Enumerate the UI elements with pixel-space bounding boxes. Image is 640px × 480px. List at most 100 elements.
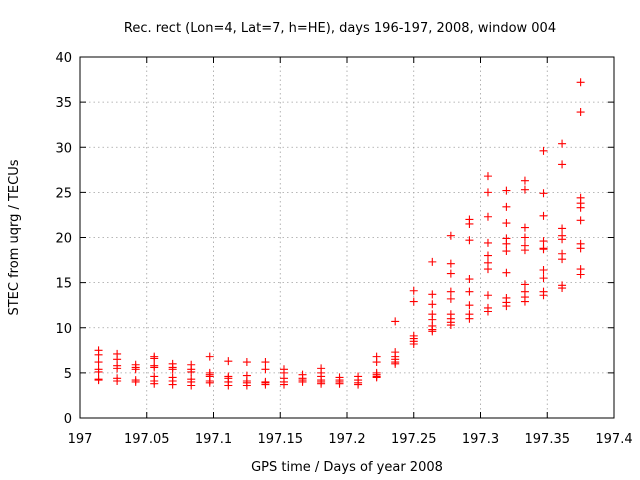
data-point	[94, 367, 103, 376]
y-tick-label: 30	[55, 141, 72, 156]
data-point	[242, 358, 251, 367]
data-point	[409, 286, 418, 295]
y-axis-label: STEC from uqrg / TECUs	[7, 159, 22, 315]
x-tick-label: 197.1	[195, 432, 232, 447]
data-point	[576, 203, 585, 212]
data-point	[539, 291, 548, 300]
data-point	[520, 297, 529, 306]
data-point	[242, 381, 251, 390]
data-point	[483, 265, 492, 274]
data-point	[465, 219, 474, 228]
x-tick-label: 197.4	[595, 432, 632, 447]
data-point	[446, 269, 455, 278]
data-point	[224, 381, 233, 390]
x-tick-label: 197.25	[391, 432, 437, 447]
data-point	[483, 212, 492, 221]
data-point	[391, 317, 400, 326]
data-point	[465, 301, 474, 310]
data-point	[446, 294, 455, 303]
data-point	[354, 380, 363, 389]
x-tick-label: 197.15	[258, 432, 304, 447]
data-point	[335, 379, 344, 388]
data-point	[131, 377, 140, 386]
data-point	[520, 223, 529, 232]
data-point	[483, 238, 492, 247]
data-point	[539, 189, 548, 198]
y-axis: 0 5 10 15 20 25 30 35 40	[55, 51, 614, 427]
data-point	[187, 367, 196, 376]
data-point	[187, 381, 196, 390]
x-tick-label: 197.2	[328, 432, 365, 447]
data-point	[520, 246, 529, 255]
data-point	[446, 259, 455, 268]
data-point	[520, 185, 529, 194]
data-point	[150, 363, 159, 372]
data-point	[168, 365, 177, 374]
data-point	[446, 321, 455, 330]
x-axis: 197 197.05 197.1 197.15 197.2 197.25 197.3 197.…	[68, 57, 633, 447]
data-point	[502, 186, 511, 195]
data-point	[261, 365, 270, 374]
data-point	[558, 160, 567, 169]
data-points	[94, 78, 585, 390]
data-point	[483, 307, 492, 316]
data-point	[576, 244, 585, 253]
data-point	[409, 339, 418, 348]
plot-frame	[79, 56, 615, 419]
data-point	[409, 297, 418, 306]
data-point	[465, 287, 474, 296]
data-point	[558, 235, 567, 244]
x-tick-label: 197.05	[124, 432, 170, 447]
y-tick-label: 5	[64, 367, 72, 382]
data-point	[94, 350, 103, 359]
x-tick-label: 197.35	[525, 432, 571, 447]
data-point	[502, 247, 511, 256]
data-point	[150, 379, 159, 388]
y-tick-label: 10	[55, 322, 72, 337]
data-point	[113, 376, 122, 385]
data-point	[558, 255, 567, 264]
x-tick-label: 197	[68, 432, 93, 447]
y-tick-label: 40	[55, 51, 72, 66]
x-tick-label: 197.3	[462, 432, 499, 447]
data-point	[465, 314, 474, 323]
data-point	[428, 290, 437, 299]
y-tick-label: 15	[55, 277, 72, 292]
data-point	[520, 280, 529, 289]
y-tick-label: 0	[64, 412, 72, 427]
data-point	[539, 265, 548, 274]
data-point	[428, 300, 437, 309]
data-point	[224, 357, 233, 366]
data-point	[502, 219, 511, 228]
data-point	[465, 275, 474, 284]
chart-title: Rec. rect (Lon=4, Lat=7, h=HE), days 196…	[124, 21, 556, 36]
data-point	[539, 274, 548, 283]
data-point	[205, 352, 214, 361]
data-point	[558, 224, 567, 233]
data-point	[576, 108, 585, 117]
data-point	[520, 233, 529, 242]
data-point	[298, 377, 307, 386]
data-point	[502, 268, 511, 277]
data-point	[205, 378, 214, 387]
y-tick-label: 35	[55, 96, 72, 111]
data-point	[131, 365, 140, 374]
data-point	[372, 373, 381, 382]
data-point	[446, 231, 455, 240]
data-point	[520, 176, 529, 185]
data-point	[483, 172, 492, 181]
data-point	[446, 287, 455, 296]
data-point	[261, 358, 270, 367]
data-point	[279, 380, 288, 389]
data-point	[539, 245, 548, 254]
data-point	[483, 188, 492, 197]
data-point	[576, 270, 585, 279]
y-tick-label: 25	[55, 186, 72, 201]
data-point	[558, 284, 567, 293]
data-point	[502, 239, 511, 248]
data-point	[576, 78, 585, 87]
data-point	[539, 211, 548, 220]
data-point	[391, 359, 400, 368]
data-point	[502, 202, 511, 211]
